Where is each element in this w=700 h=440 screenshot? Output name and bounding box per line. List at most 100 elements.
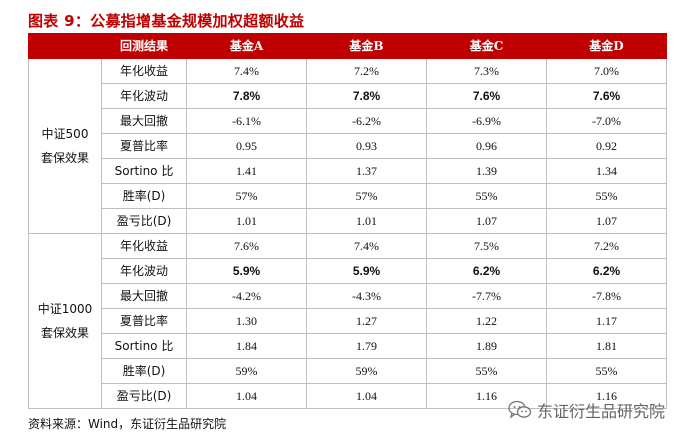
table-row: 盈亏比(D) 1.04 1.04 1.16 1.16 <box>29 383 667 409</box>
value-cell: -6.2% <box>306 108 427 134</box>
watermark-text: 东证衍生品研究院 <box>537 402 666 421</box>
value-cell: 1.04 <box>306 383 427 409</box>
value-cell: 0.95 <box>186 133 307 159</box>
value-cell: -4.2% <box>186 283 307 309</box>
metric-label: 年化收益 <box>101 58 187 84</box>
table-body: 中证500 套保效果 年化收益 7.4% 7.2% 7.3% 7.0% 年化波动 7.8% 7.8… <box>28 58 667 409</box>
metric-label: Sortino 比 <box>101 333 187 359</box>
value-cell: 1.04 <box>186 383 307 409</box>
value-cell: -4.3% <box>306 283 427 309</box>
value-cell: 1.34 <box>546 158 667 184</box>
watermark: 东证衍生品研究院 <box>508 396 665 424</box>
table-row: 胜率(D) 57% 57% 55% 55% <box>29 183 667 209</box>
value-cell: 59% <box>306 358 427 384</box>
backtest-results-table: 回测结果 基金A 基金B 基金C 基金D 中证500 套保效果 年化收益 7.4% 7.… <box>28 33 667 409</box>
value-cell: 7.4% <box>306 233 427 259</box>
value-cell: 1.17 <box>546 308 667 334</box>
value-cell: -7.7% <box>426 283 547 309</box>
group-label: 中证500 套保效果 <box>28 58 102 234</box>
value-cell: 1.07 <box>546 208 667 234</box>
wechat-icon <box>508 400 532 419</box>
value-cell: 1.39 <box>426 158 547 184</box>
metric-label: 年化波动 <box>101 83 187 109</box>
value-cell: 6.2% <box>546 258 667 284</box>
value-cell: 55% <box>546 183 667 209</box>
value-cell: 0.96 <box>426 133 547 159</box>
table-row: 夏普比率 0.95 0.93 0.96 0.92 <box>29 133 667 159</box>
table-row: 夏普比率 1.30 1.27 1.22 1.17 <box>29 308 667 334</box>
value-cell: 57% <box>306 183 427 209</box>
metric-label: 夏普比率 <box>101 133 187 159</box>
group-label-line2: 套保效果 <box>40 326 89 340</box>
value-cell: 7.2% <box>546 233 667 259</box>
metric-label: 盈亏比(D) <box>101 383 187 409</box>
table-row: 年化波动 5.9% 5.9% 6.2% 6.2% <box>29 258 667 284</box>
value-cell: 6.2% <box>426 258 547 284</box>
value-cell: 7.6% <box>186 233 307 259</box>
value-cell: 7.6% <box>546 83 667 109</box>
table-row: 中证500 套保效果 年化收益 7.4% 7.2% 7.3% 7.0% <box>28 58 667 234</box>
metric-label: 年化收益 <box>101 233 187 259</box>
table-row: 最大回撤 -4.2% -4.3% -7.7% -7.8% <box>29 283 667 309</box>
header-fund-c: 基金C <box>426 33 547 59</box>
value-cell: -6.9% <box>426 108 547 134</box>
figure-title: 图表 9：公募指增基金规模加权超额收益 <box>28 12 305 30</box>
value-cell: 1.41 <box>186 158 307 184</box>
metric-label: 胜率(D) <box>101 358 187 384</box>
value-cell: 1.27 <box>306 308 427 334</box>
table-row: 盈亏比(D) 1.01 1.01 1.07 1.07 <box>29 208 667 234</box>
value-cell: 0.92 <box>546 133 667 159</box>
value-cell: 1.30 <box>186 308 307 334</box>
value-cell: 1.37 <box>306 158 427 184</box>
metric-label: 年化波动 <box>101 258 187 284</box>
group-label-line2: 套保效果 <box>40 151 89 165</box>
value-cell: 7.4% <box>186 58 307 84</box>
header-metric: 回测结果 <box>101 33 187 59</box>
value-cell: 0.93 <box>306 133 427 159</box>
value-cell: 5.9% <box>186 258 307 284</box>
header-fund-a: 基金A <box>186 33 307 59</box>
header-corner-cell <box>28 33 102 59</box>
metric-label: 最大回撤 <box>101 283 187 309</box>
value-cell: 1.79 <box>306 333 427 359</box>
group-label: 中证1000 套保效果 <box>28 233 102 409</box>
value-cell: 1.16 <box>426 383 547 409</box>
value-cell: 7.8% <box>186 83 307 109</box>
table-header-row: 回测结果 基金A 基金B 基金C 基金D <box>28 33 667 59</box>
value-cell: 1.22 <box>426 308 547 334</box>
value-cell: 1.01 <box>186 208 307 234</box>
value-cell: 7.5% <box>426 233 547 259</box>
metric-label: 盈亏比(D) <box>101 208 187 234</box>
source-note: 资料来源：Wind，东证衍生品研究院 <box>28 417 227 431</box>
value-cell: -7.0% <box>546 108 667 134</box>
value-cell: 1.07 <box>426 208 547 234</box>
metric-label: 夏普比率 <box>101 308 187 334</box>
value-cell: 55% <box>426 358 547 384</box>
value-cell: 7.8% <box>306 83 427 109</box>
table-row: 最大回撤 -6.1% -6.2% -6.9% -7.0% <box>29 108 667 134</box>
group-label-line1: 中证1000 <box>37 302 93 316</box>
value-cell: 1.81 <box>546 333 667 359</box>
metric-label: 最大回撤 <box>101 108 187 134</box>
value-cell: 7.0% <box>546 58 667 84</box>
header-fund-d: 基金D <box>546 33 667 59</box>
value-cell: 7.2% <box>306 58 427 84</box>
group-label-line1: 中证500 <box>41 127 89 141</box>
value-cell: 1.16 <box>546 383 667 409</box>
value-cell: 55% <box>546 358 667 384</box>
value-cell: 1.89 <box>426 333 547 359</box>
table-row: 胜率(D) 59% 59% 55% 55% <box>29 358 667 384</box>
header-fund-b: 基金B <box>306 33 427 59</box>
value-cell: -6.1% <box>186 108 307 134</box>
value-cell: 57% <box>186 183 307 209</box>
table-row: 中证1000 套保效果 年化收益 7.6% 7.4% 7.5% 7.2% <box>28 233 667 409</box>
metric-label: 胜率(D) <box>101 183 187 209</box>
metric-label: Sortino 比 <box>101 158 187 184</box>
value-cell: 7.3% <box>426 58 547 84</box>
value-cell: -7.8% <box>546 283 667 309</box>
table-row: 年化波动 7.8% 7.8% 7.6% 7.6% <box>29 83 667 109</box>
table-row: Sortino 比 1.41 1.37 1.39 1.34 <box>29 158 667 184</box>
value-cell: 1.01 <box>306 208 427 234</box>
table-row: Sortino 比 1.84 1.79 1.89 1.81 <box>29 333 667 359</box>
value-cell: 7.6% <box>426 83 547 109</box>
